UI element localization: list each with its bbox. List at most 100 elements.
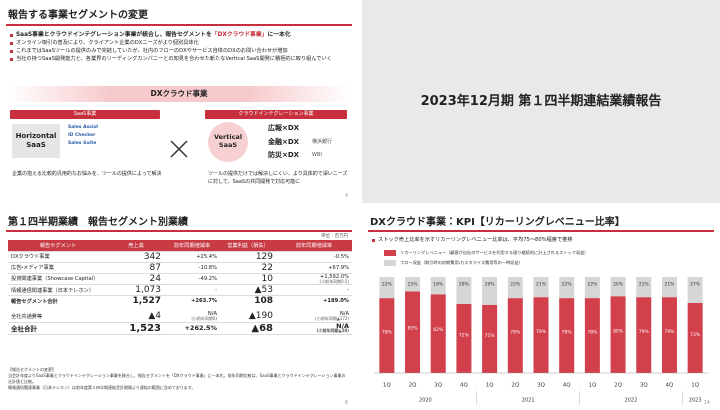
table-row: DXクラウド事業 342 +25.4% 129 -0.5%	[8, 251, 352, 263]
segment-label: クラウドインテグレーション事業	[205, 110, 347, 119]
bullet: 当社の持つSaaS開発能力と、各業界のリーディングカンパニーとの知見を合わせた新…	[10, 55, 332, 63]
x-tick-label: 2Q	[614, 383, 622, 389]
table-cell: +67.9%	[276, 262, 352, 274]
text: SaaS事業とクラウドインテグレーション事業が統合し、報告セグメントを	[16, 32, 212, 38]
table-cell: +263.7%	[164, 295, 220, 309]
table-cell: 全社共通費等	[8, 306, 108, 323]
column-header: 報告セグメント	[8, 240, 108, 252]
value-label: 79%	[536, 329, 547, 335]
tool: Sales Assist	[68, 125, 99, 130]
table-cell: ▲190	[220, 306, 276, 323]
table-row: 情報通信関連事業（日本テレホン） 1,073- ▲53-	[8, 284, 352, 296]
table-cell: 24	[108, 273, 164, 285]
cell-value: +1,592.0%	[319, 273, 349, 280]
year-label: 2020	[419, 398, 432, 404]
table-cell: +1,592.0% (小前年同期0.5)	[276, 273, 352, 285]
bar-segment	[379, 298, 395, 373]
table-cell: ▲4	[108, 306, 164, 323]
value-label: 79%	[639, 329, 650, 335]
notes: 【報告セグメントの変更】 当会計年度よりSaaS事業とクラウドインテグレーション事…	[8, 367, 348, 391]
slide-title: DXクラウド事業：KPI【リカーリングレベニュー比率】	[370, 217, 625, 228]
bar-segment	[610, 296, 626, 373]
bar-segment	[456, 277, 472, 304]
slide-title: 第１四半期業績 報告セグメント別業績	[8, 217, 188, 228]
column-header: 売上高	[108, 240, 164, 252]
page-number: 8	[344, 400, 348, 406]
table-cell: 全社合計	[8, 322, 108, 335]
value-label: 29%	[485, 282, 496, 288]
x-tick-label: 3Q	[537, 383, 545, 389]
value-label: 71%	[485, 333, 496, 339]
product-box: Horizontal SaaS	[12, 124, 60, 158]
lead-bullet: SaaS事業とクラウドインテグレーション事業が統合し、報告セグメントを「DXクラ…	[10, 31, 332, 39]
value-label: 22%	[510, 282, 521, 288]
slide-title: 報告する事業セグメントの変更	[8, 10, 148, 21]
value-label: 85%	[408, 326, 419, 332]
bar-segment	[687, 277, 703, 303]
table-cell: 投資関連事業（Showcase Capital）	[8, 273, 108, 285]
note-line: 【報告セグメントの変更】	[8, 367, 56, 372]
value-label: 22%	[587, 282, 598, 288]
area: 防災×DX	[268, 151, 300, 159]
page-number: 14	[703, 400, 710, 406]
partner: WBI	[312, 152, 322, 158]
slide-kpi: DXクラウド事業：KPI【リカーリングレベニュー比率】 ストック売上比率を示すリ…	[362, 207, 720, 410]
bar-segment	[507, 277, 523, 299]
value-label: 78%	[562, 329, 573, 335]
table-cell: N/A (小前年同期▲172)	[276, 306, 352, 323]
value-label: 79%	[664, 329, 675, 335]
table-cell: ▲53	[220, 284, 276, 296]
value-label: 73%	[690, 332, 701, 338]
value-label: 78%	[587, 329, 598, 335]
chart: リカーリングレベニュー（顧客が自社のサービスを利用する限り継続的に計上されるスト…	[374, 249, 708, 405]
table-cell: 10	[220, 273, 276, 285]
table-cell: -49.2%	[164, 273, 220, 285]
note-line: 情報通信関連事業（日本テレホン）は前年度第２四半期連結会計期間より連結の範囲に含…	[8, 385, 196, 390]
x-tick-label: 1Q	[486, 383, 494, 389]
bar-segment	[430, 277, 446, 295]
bar-segment	[584, 298, 600, 373]
bar-segment	[661, 297, 677, 373]
bar-segment	[559, 298, 575, 373]
note-line: 当会計年度よりSaaS事業とクラウドインテグレーション事業を統合し、報告セグメン…	[8, 373, 346, 384]
title-rule	[368, 230, 714, 232]
x-tick-label: 1Q	[588, 383, 596, 389]
bar-segment	[687, 302, 703, 373]
bar-segment	[482, 277, 498, 305]
tool: ID Checker	[68, 133, 96, 138]
x-tick-label: 2Q	[409, 383, 417, 389]
table-cell: +189.0%	[276, 295, 352, 309]
title-rule	[6, 230, 352, 232]
value-label: 21%	[664, 282, 675, 288]
bar-segment	[636, 277, 652, 298]
legend-label: リカーリングレベニュー（顧客が自社のサービスを利用する限り継続的に計上されるスト…	[400, 249, 588, 256]
x-tick-label: 1Q	[691, 383, 699, 389]
cell-note: (小前年同期0)	[191, 316, 217, 321]
cell-value: N/A	[339, 311, 349, 317]
table-cell: ▲68	[220, 322, 276, 335]
value-label: 27%	[690, 282, 701, 288]
value-label: 22%	[562, 282, 573, 288]
bar-segment	[559, 277, 575, 299]
value-label: 78%	[382, 329, 393, 335]
x-tick-label: 3Q	[640, 383, 648, 389]
bullet: オンライン取引の普及により、クライアント企業のDXニーズがより個別具体化	[10, 39, 332, 47]
unit-label: 単位：百万円	[321, 234, 348, 239]
year-label: 2021	[522, 398, 535, 404]
value-label: 72%	[459, 332, 470, 338]
table-cell: -0.5%	[276, 251, 352, 263]
cell-value: N/A	[207, 311, 217, 317]
text: に一本化	[267, 32, 291, 38]
area: 金融×DX	[268, 137, 300, 146]
table-cell: -10.8%	[164, 262, 220, 274]
table-cell: +25.4%	[164, 251, 220, 263]
year-label: 2022	[625, 398, 638, 404]
bar-segment	[584, 277, 600, 299]
table-cell: 108	[220, 295, 276, 309]
highlight: 「DXクラウド事業」	[211, 32, 268, 38]
year-label: 2023	[689, 398, 702, 404]
x-tick-label: 4Q	[563, 383, 571, 389]
partner-logos: 横浜銀行 WBI	[312, 136, 332, 162]
cell-note: (小前年同期▲172)	[315, 316, 349, 321]
